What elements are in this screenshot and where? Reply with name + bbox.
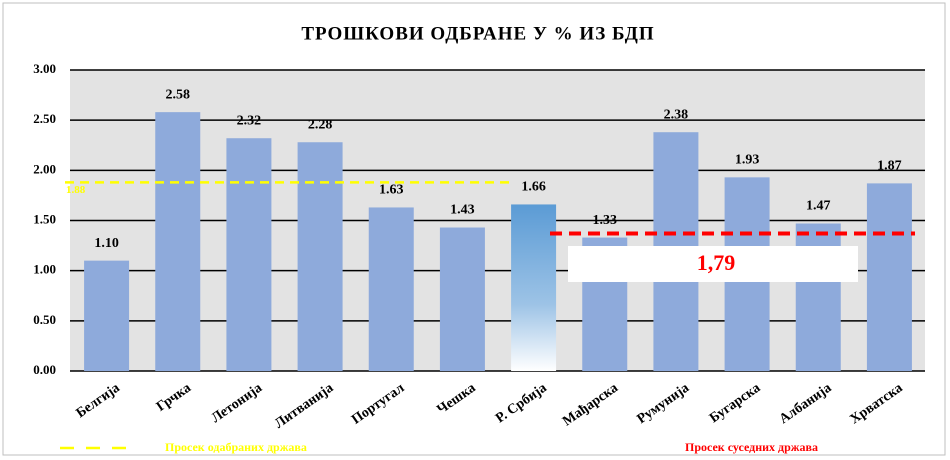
annotation-box xyxy=(568,246,858,282)
value-label: 1.93 xyxy=(735,153,760,168)
value-label: 1.63 xyxy=(379,183,404,198)
bar xyxy=(84,260,130,371)
value-label: 2.32 xyxy=(237,113,262,128)
bar xyxy=(866,183,912,371)
y-tick-label: 2.00 xyxy=(33,161,56,176)
value-label: 1.43 xyxy=(450,203,475,218)
value-label: 1.66 xyxy=(521,180,546,195)
value-label: 2.58 xyxy=(166,87,191,102)
value-label: 2.28 xyxy=(308,117,333,132)
legend-label: Просек одабраних држава xyxy=(165,440,307,454)
value-label: 2.38 xyxy=(664,107,689,122)
bar xyxy=(795,223,841,371)
y-tick-label: 1.50 xyxy=(33,211,56,226)
bar xyxy=(155,112,201,371)
value-label: 1.87 xyxy=(877,159,902,174)
y-tick-label: 2.50 xyxy=(33,111,56,126)
bar xyxy=(511,204,557,371)
y-tick-label: 0.00 xyxy=(33,362,56,377)
value-label: 1.47 xyxy=(806,199,831,214)
bar xyxy=(226,138,272,371)
y-tick-label: 1.00 xyxy=(33,262,56,277)
y-tick-label: 0.50 xyxy=(33,312,56,327)
bar xyxy=(368,207,414,371)
bar xyxy=(439,227,485,371)
bar xyxy=(297,142,343,371)
reference-label: 1.88 xyxy=(66,184,86,196)
annotation: 1,79 xyxy=(697,250,736,275)
chart-title: ТРОШКОВИ ОДБРАНЕ У % ИЗ БДП xyxy=(301,23,654,44)
y-tick-label: 3.00 xyxy=(33,61,56,76)
value-label: 1.33 xyxy=(593,213,618,228)
legend-label: Просек суседних држава xyxy=(685,440,818,454)
value-label: 1.10 xyxy=(94,236,119,251)
